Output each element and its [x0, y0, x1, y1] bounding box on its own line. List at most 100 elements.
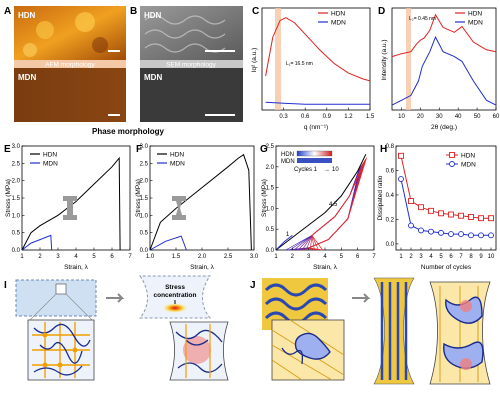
chart-g-ytick: 0.0	[266, 248, 275, 254]
chart-h-hdn-point	[408, 198, 414, 205]
chart-d-annotation: L₂= 0.45 nm	[409, 16, 436, 22]
schematic-j	[262, 277, 491, 385]
chart-f-sample-icon	[172, 196, 186, 220]
chart-h-hdn-point	[458, 212, 464, 219]
chart-e-xlabel: Strain, λ	[64, 264, 89, 271]
chart-d-legend-hdn: HDN	[468, 11, 482, 18]
chart-g-mdn-line	[275, 235, 293, 251]
chart-d: HDN MDN L₂= 0.45 nm Intensity (a.u.) 10 2…	[381, 7, 500, 131]
chart-f-ytick: 2.5	[140, 161, 149, 167]
chart-g-cycle-loop	[285, 168, 360, 251]
chart-c-annotation: L₁= 16.5 nm	[286, 61, 313, 67]
chart-c-frame	[261, 7, 371, 111]
chart-g-ytick: 2.0	[266, 165, 275, 171]
chart-e-mdn-line	[21, 234, 53, 251]
chart-g-cycle-colorbar	[296, 150, 333, 157]
chart-h-ytick: 0.8	[386, 144, 395, 150]
chart-f-ytick: 1.0	[140, 213, 149, 219]
stretched-gel	[138, 275, 212, 319]
chart-f-xlabel: Strain, λ	[190, 264, 215, 271]
chart-f-xtick: 2.0	[198, 254, 207, 260]
chart-h-mdn-point	[438, 229, 444, 236]
chart-f-ytick: 2.0	[140, 179, 149, 185]
chart-h-ytick: 0.2	[386, 217, 395, 223]
chart-d-xtick: 10	[398, 114, 405, 120]
chart-h-mdn-point	[408, 222, 414, 229]
chart-f-xtick: 1.0	[146, 254, 155, 260]
chart-f-legend-mdn: MDN	[170, 161, 185, 168]
panel-d-letter: D	[378, 6, 385, 17]
chart-g-label-1: 1	[286, 232, 290, 238]
chart-h-hdn-point	[478, 215, 484, 222]
chart-c-mdn-line	[265, 101, 370, 105]
panel-a-letter: A	[4, 6, 11, 17]
sem-mdn-image	[140, 68, 243, 122]
chart-e-legend-mdn: MDN	[43, 161, 58, 168]
stretched-phase	[373, 277, 415, 385]
chart-h-hdn-point	[448, 211, 454, 218]
panel-f-letter: F	[136, 144, 142, 155]
chart-d-xtick: 40	[455, 114, 462, 120]
chart-h-mdn-point	[468, 232, 474, 239]
chart-h-mdn-line	[400, 178, 491, 236]
chart-e-xtick: 5	[92, 254, 96, 260]
chart-c-xtick: 0.9	[323, 114, 332, 120]
chart-g-ylabel: Stress (MPa)	[261, 179, 268, 217]
chart-g-ytick: 1.0	[266, 206, 275, 212]
panel-i-letter: I	[4, 280, 7, 291]
chart-e-xtick: 6	[110, 254, 114, 260]
chart-f-legend-hdn: HDN	[170, 152, 184, 159]
chart-g-ytick: 0.5	[266, 227, 275, 233]
chart-e-ytick: 1.0	[12, 213, 21, 219]
chart-h-ytick: 0.4	[386, 193, 395, 199]
phase-morphology-title: Phase morphology	[92, 127, 165, 136]
chart-g-legend-mdn: MDN	[281, 159, 295, 165]
chart-d-ylabel: Intensity (a.u.)	[381, 39, 388, 80]
chart-h-hdn-point	[438, 210, 444, 217]
chart-g-ytick: 1.5	[266, 186, 275, 192]
chart-e-ytick: 0.0	[12, 248, 21, 254]
chart-g-ytick: 2.5	[266, 144, 275, 150]
stress-text-line-2: concentration	[154, 292, 197, 299]
chart-g-cycles-end: 10	[332, 167, 339, 173]
chart-c-xtick: 1.5	[366, 114, 375, 120]
afm-caption: AFM morphology	[45, 62, 95, 69]
chart-h-xtick: 2	[409, 254, 413, 260]
chart-h-xtick: 4	[429, 254, 433, 260]
panel-h-letter: H	[380, 144, 387, 155]
chart-h-xtick: 1	[399, 254, 403, 260]
chart-g: HDN MDN Cycles 1 → 10 1 4.5 1 2 3 4 5 6 7 0.0 0.…	[261, 144, 376, 271]
chart-g-cycle-loop	[307, 157, 367, 251]
sem-scale-bar	[205, 50, 235, 52]
afm-mdn-image	[14, 68, 126, 122]
chart-g-cycle-loop	[289, 167, 361, 251]
chart-e-ytick: 2.5	[12, 161, 21, 167]
chart-g-xtick: 2	[291, 254, 295, 260]
chart-h-xlabel: Number of cycles	[421, 264, 472, 271]
sem-hdn-label: HDN	[144, 11, 162, 20]
chart-g-xlabel: Strain, λ	[313, 264, 338, 271]
chart-g-xtick: 3	[307, 254, 311, 260]
chart-h-legend-hdn: HDN	[461, 153, 475, 160]
chart-h: HDN MDN 1 2 3 4 5 6 7 8 9 10 0.0 0.2 0.4 0.6 0.8 Dissi…	[377, 144, 497, 271]
chart-d-highlight-band	[406, 8, 411, 110]
chart-e-xtick: 7	[128, 254, 132, 260]
chart-e-sample-icon	[63, 196, 77, 220]
chart-d-xtick: 30	[436, 114, 443, 120]
chart-h-hdn-point	[468, 214, 474, 220]
schematic-i: Stress concentration	[15, 275, 229, 381]
chart-e-ytick: 1.5	[12, 196, 21, 202]
afm-hdn-label: HDN	[18, 11, 36, 20]
chart-e-hdn-line	[21, 156, 121, 251]
arrow-icon-2	[352, 293, 371, 303]
chart-h-mdn-point	[398, 176, 404, 182]
chart-h-xtick: 6	[449, 254, 453, 260]
stress-hotspot	[162, 303, 188, 313]
chart-g-cycles-arrow: →	[324, 167, 330, 173]
afm-scale-bar	[108, 50, 120, 52]
chart-d-xlabel: 2θ (deg.)	[431, 124, 457, 131]
chart-f-xtick: 3.0	[250, 254, 259, 260]
chart-h-mdn-point	[448, 231, 454, 238]
chart-g-cycle-colorbar-2	[297, 158, 332, 163]
chart-e-legend-hdn: HDN	[43, 152, 57, 159]
